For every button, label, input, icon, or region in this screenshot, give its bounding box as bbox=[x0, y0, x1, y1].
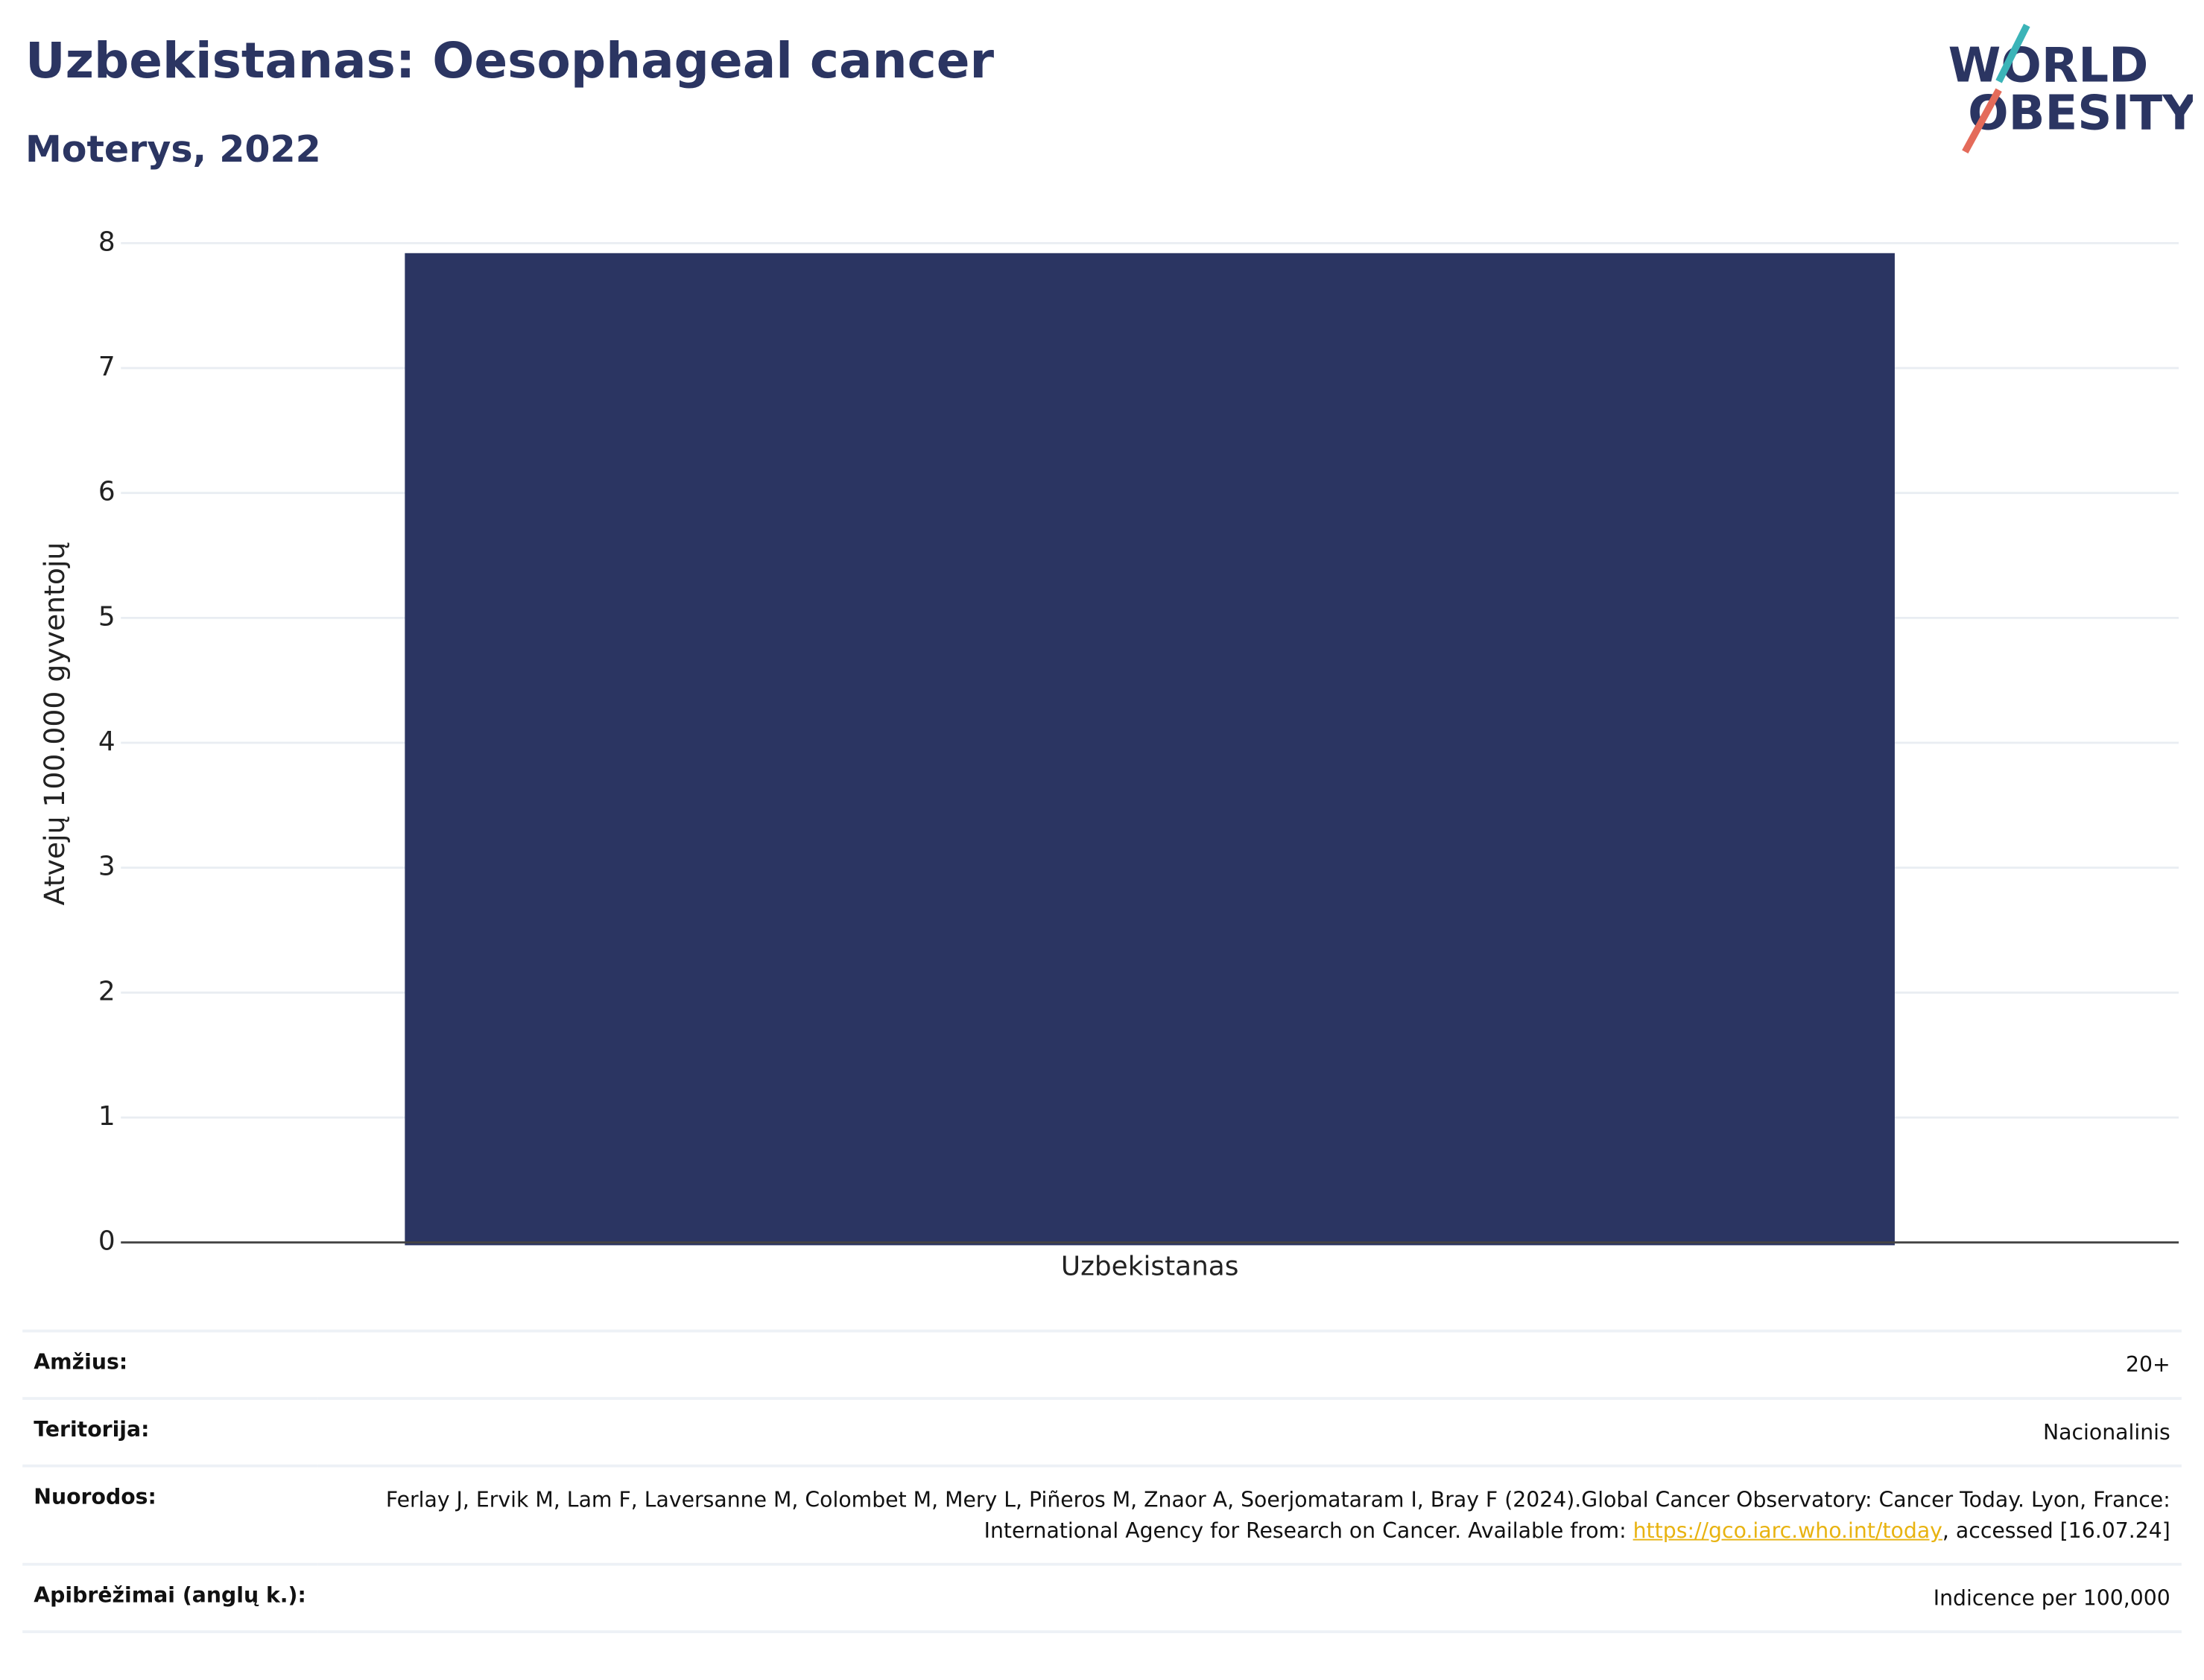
y-tick-label: 5 bbox=[98, 601, 115, 632]
y-tick-label: 6 bbox=[98, 477, 115, 507]
logo-text: OBESITY bbox=[1968, 86, 2193, 142]
y-tick-label: 0 bbox=[98, 1226, 115, 1257]
info-text: Nacionalinis bbox=[2042, 1419, 2170, 1445]
logo-text: WORLD bbox=[1948, 37, 2149, 93]
info-row: Amžius: 20+ bbox=[22, 1329, 2182, 1400]
subtitle: Moterys, 2022 bbox=[25, 129, 321, 172]
title: Uzbekistanas: Oesophageal cancer bbox=[25, 34, 995, 90]
info-row: Apibrėžimai (anglų k.): Indicence per 100… bbox=[22, 1562, 2182, 1634]
info-value: Ferlay J, Ervik M, Lam F, Laversanne M, … bbox=[317, 1464, 2182, 1566]
info-value: Indicence per 100,000 bbox=[317, 1562, 2182, 1634]
y-axis-label: Atvejų 100.000 gyventojų bbox=[38, 542, 71, 906]
info-text: Indicence per 100,000 bbox=[1933, 1585, 2170, 1611]
x-tick-label: Uzbekistanas bbox=[1061, 1252, 1239, 1282]
info-row: Nuorodos: Ferlay J, Ervik M, Lam F, Laver… bbox=[22, 1464, 2182, 1566]
info-key: Apibrėžimai (anglų k.): bbox=[22, 1562, 317, 1634]
info-row: Teritorija: Nacionalinis bbox=[22, 1397, 2182, 1468]
reference-link[interactable]: https://gco.iarc.who.int/today bbox=[1633, 1518, 1942, 1544]
info-value: 20+ bbox=[317, 1329, 2182, 1400]
logo: WORLD OBESITY bbox=[1948, 23, 2193, 154]
info-text: , accessed [16.07.24] bbox=[1942, 1518, 2170, 1544]
info-value: Nacionalinis bbox=[317, 1397, 2182, 1468]
y-tick-label: 3 bbox=[98, 852, 115, 882]
y-tick-label: 7 bbox=[98, 352, 115, 382]
y-tick-label: 4 bbox=[98, 726, 115, 757]
chart: Atvejų 100.000 gyventojų 0 1 2 3 4 5 6 7 8 Uzbeki… bbox=[38, 226, 2179, 1282]
info-text: Ferlay J, Ervik M, Lam F, Laversanne M, … bbox=[385, 1486, 2170, 1544]
y-tick-label: 2 bbox=[98, 976, 115, 1007]
info-table: Amžius: 20+ Teritorija: Nacionalinis Nuorodo… bbox=[22, 1329, 2182, 1634]
y-tick-label: 1 bbox=[98, 1101, 115, 1132]
bar bbox=[405, 253, 1895, 1246]
info-key: Nuorodos: bbox=[22, 1464, 317, 1566]
logo-slash bbox=[1962, 88, 2002, 154]
y-tick-label: 8 bbox=[98, 226, 115, 257]
info-key: Teritorija: bbox=[22, 1397, 317, 1468]
logo-slash bbox=[1995, 23, 2030, 83]
info-text: 20+ bbox=[2126, 1351, 2170, 1378]
info-key: Amžius: bbox=[22, 1329, 317, 1400]
